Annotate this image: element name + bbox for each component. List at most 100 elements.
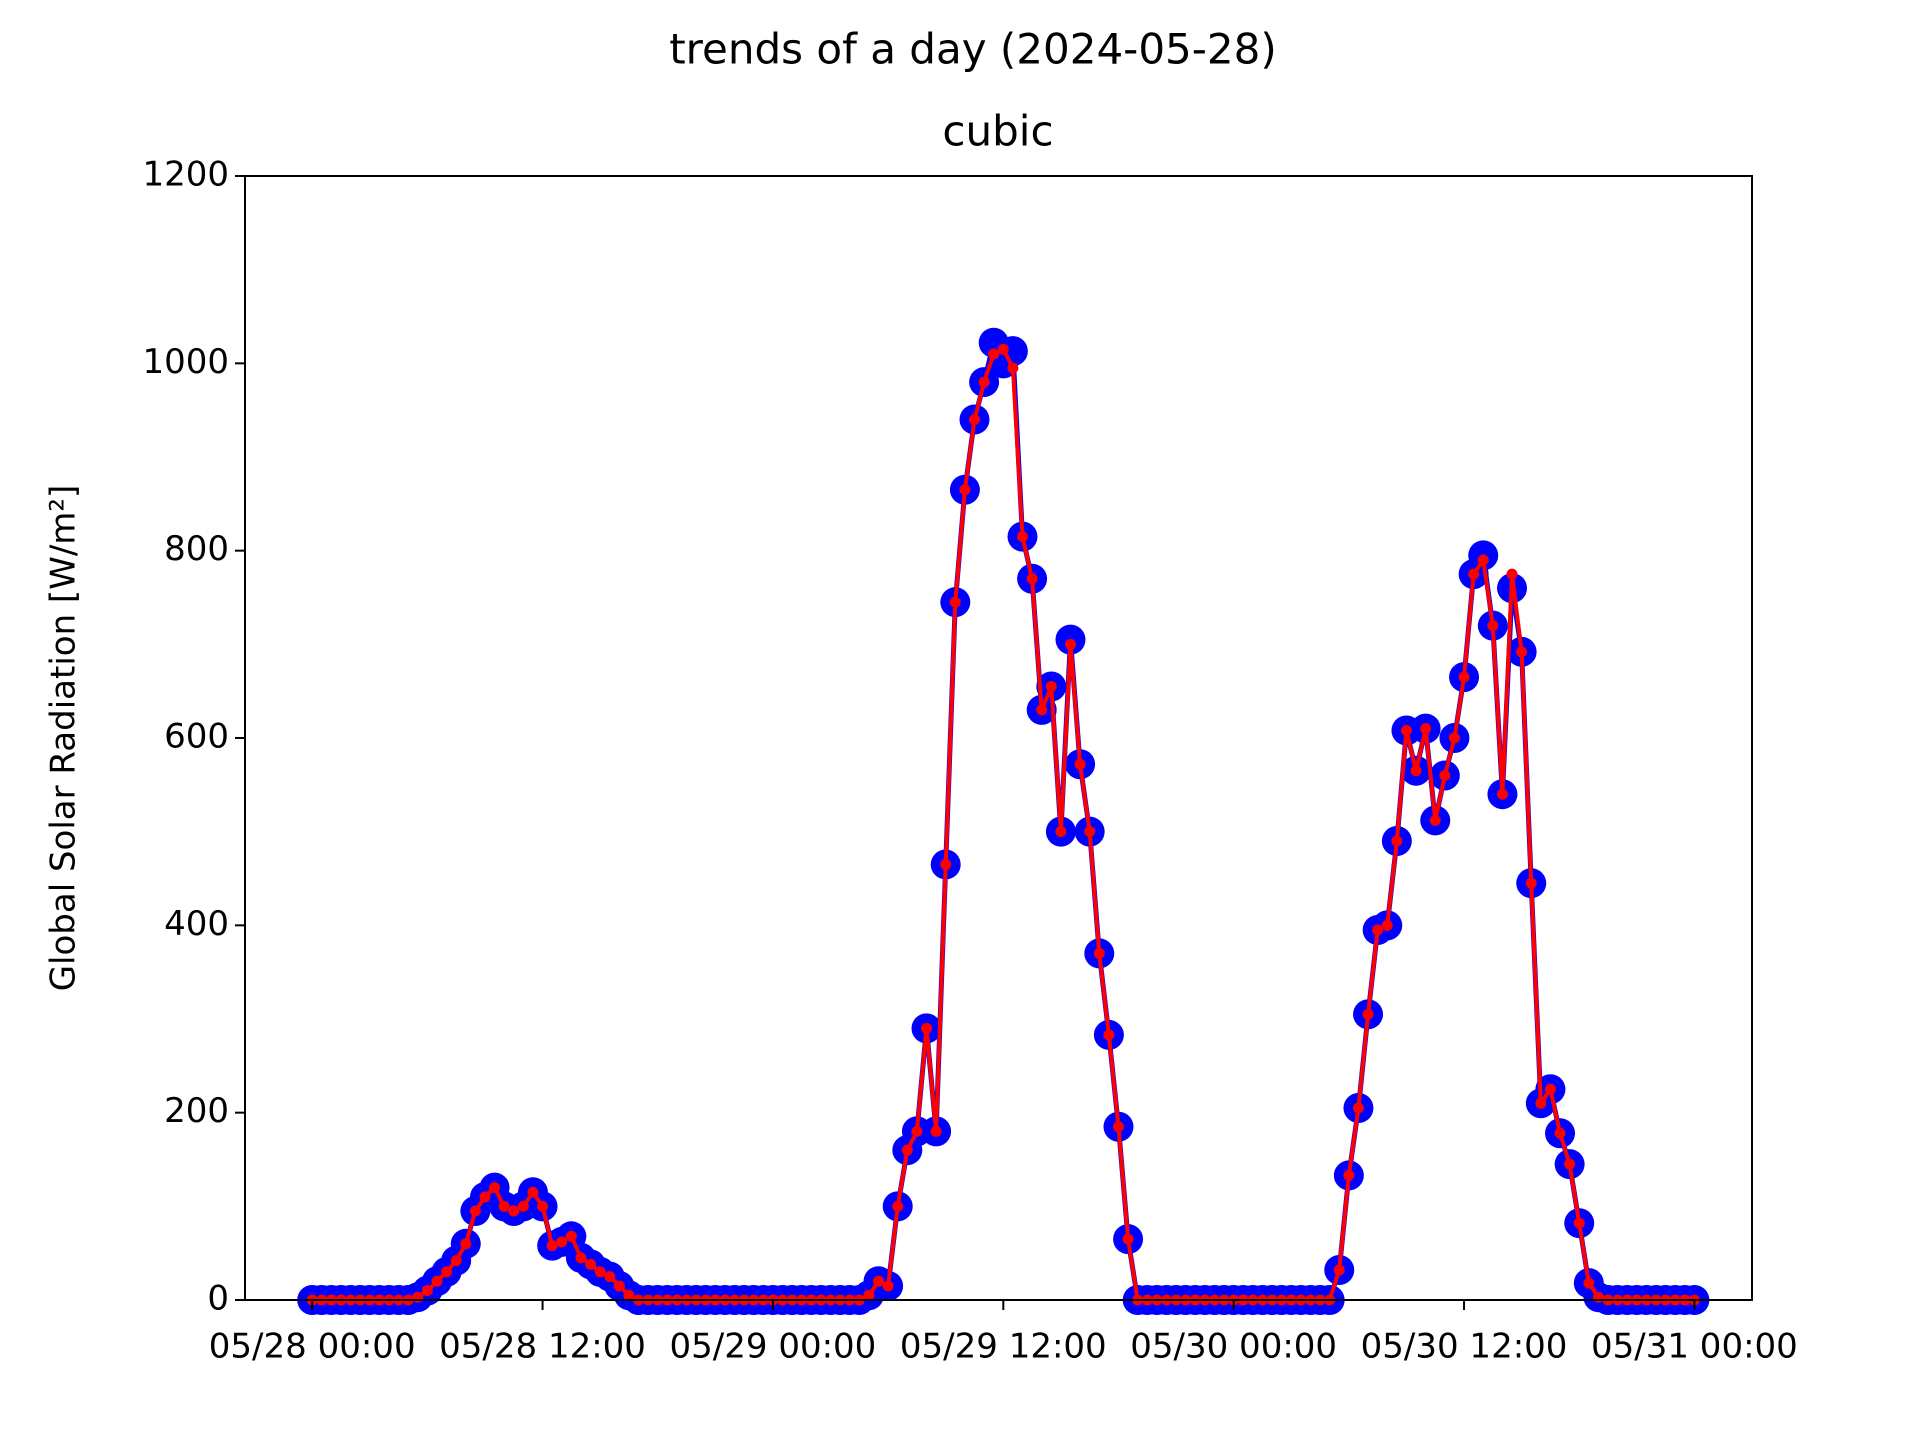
data-point <box>1564 1158 1576 1170</box>
data-point <box>1468 568 1480 580</box>
x-tick-label: 05/31 00:00 <box>1591 1327 1798 1367</box>
data-point <box>1381 919 1393 931</box>
data-point <box>421 1285 433 1297</box>
data-point <box>594 1266 606 1278</box>
data-point <box>873 1275 885 1287</box>
data-point <box>1448 732 1460 744</box>
data-point <box>1026 573 1038 585</box>
data-point <box>949 596 961 608</box>
y-tick-label: 600 <box>164 717 229 757</box>
data-point <box>498 1200 510 1212</box>
data-point <box>575 1252 587 1264</box>
data-point <box>1343 1169 1355 1181</box>
x-tick-label: 05/30 00:00 <box>1130 1327 1337 1367</box>
data-point <box>412 1291 424 1303</box>
x-tick-label: 05/30 12:00 <box>1361 1327 1568 1367</box>
chart-subtitle: cubic <box>942 107 1053 156</box>
data-point <box>1084 826 1096 838</box>
data-point <box>1477 554 1489 566</box>
data-point <box>479 1191 491 1203</box>
data-point <box>1458 671 1470 683</box>
data-point <box>1506 568 1518 580</box>
data-point <box>556 1236 568 1248</box>
data-point <box>1525 877 1537 889</box>
data-point <box>997 336 1028 367</box>
data-point <box>537 1200 549 1212</box>
data-point <box>1093 947 1105 959</box>
data-point <box>1391 835 1403 847</box>
data-point <box>1496 788 1508 800</box>
series-line <box>312 347 1695 1302</box>
data-point <box>613 1280 625 1292</box>
data-point <box>489 1182 501 1194</box>
data-point <box>930 1125 942 1137</box>
data-point <box>1103 1029 1115 1041</box>
data-point <box>1016 531 1028 543</box>
data-point <box>1439 769 1451 781</box>
data-point <box>1487 620 1499 632</box>
data-point <box>623 1289 635 1301</box>
data-point <box>988 348 1000 360</box>
data-point <box>469 1205 481 1217</box>
y-tick-label: 200 <box>164 1091 229 1131</box>
data-point <box>565 1230 577 1242</box>
data-point <box>1074 758 1086 770</box>
data-point <box>585 1258 597 1270</box>
y-tick-label: 800 <box>164 529 229 569</box>
data-point <box>1055 826 1067 838</box>
data-point <box>1122 1233 1134 1245</box>
data-point <box>604 1271 616 1283</box>
x-tick-label: 05/28 00:00 <box>209 1327 416 1367</box>
data-point <box>527 1186 539 1198</box>
y-tick-label: 1000 <box>142 342 229 382</box>
data-point <box>969 414 981 426</box>
plot-area <box>297 327 1710 1315</box>
data-point <box>940 858 952 870</box>
data-point <box>1333 1264 1345 1276</box>
series-line <box>312 340 1695 1303</box>
x-tick-label: 05/29 12:00 <box>900 1327 1107 1367</box>
y-tick-label: 400 <box>164 904 229 944</box>
x-tick-label: 05/29 00:00 <box>670 1327 877 1367</box>
data-point <box>959 484 971 496</box>
data-point <box>863 1289 875 1301</box>
data-point <box>1036 704 1048 716</box>
data-point <box>1400 725 1412 737</box>
data-point <box>450 1255 462 1267</box>
data-point <box>460 1238 472 1250</box>
data-point <box>1362 1008 1374 1020</box>
data-point <box>1420 723 1432 735</box>
data-point <box>1352 1102 1364 1114</box>
x-tick-label: 05/28 12:00 <box>439 1327 646 1367</box>
data-point <box>441 1266 453 1278</box>
data-point <box>901 1144 913 1156</box>
data-point <box>921 1022 933 1034</box>
data-point <box>911 1125 923 1137</box>
data-point <box>1544 1083 1556 1095</box>
data-point <box>1592 1291 1604 1303</box>
data-point <box>1112 1121 1124 1133</box>
y-axis-label: Global Solar Radiation [W/m²] <box>44 485 84 992</box>
data-point <box>1372 924 1384 936</box>
data-point <box>997 343 1009 355</box>
data-point <box>882 1280 894 1292</box>
data-point <box>1007 362 1019 374</box>
data-point <box>1535 1097 1547 1109</box>
data-point <box>978 376 990 388</box>
data-point <box>1554 1127 1566 1139</box>
data-point <box>1045 680 1057 692</box>
data-point <box>546 1240 558 1252</box>
data-point <box>431 1275 443 1287</box>
chart-title: trends of a day (2024-05-28) <box>669 25 1277 74</box>
data-point <box>1410 765 1422 777</box>
data-point <box>517 1200 529 1212</box>
data-point <box>1583 1277 1595 1289</box>
data-point <box>508 1205 520 1217</box>
data-point <box>1429 814 1441 826</box>
y-tick-label: 0 <box>207 1279 229 1319</box>
data-point <box>1064 638 1076 650</box>
data-point <box>892 1200 904 1212</box>
y-tick-label: 1200 <box>142 155 229 195</box>
